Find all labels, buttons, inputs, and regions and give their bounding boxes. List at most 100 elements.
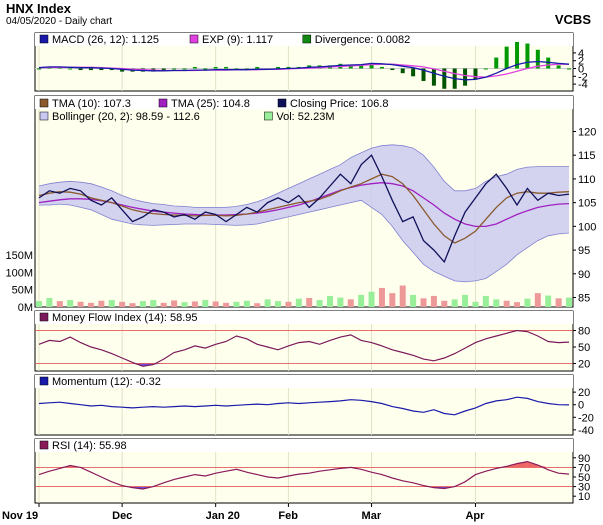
divergence-bar <box>515 41 520 69</box>
divergence-bar <box>203 68 208 70</box>
volume-bar <box>316 300 323 307</box>
volume-bar <box>87 302 94 307</box>
volume-bar <box>306 297 313 307</box>
volume-tick-label: 0M <box>18 302 33 314</box>
divergence-bar <box>525 43 530 69</box>
divergence-bar <box>234 68 239 70</box>
volume-bar <box>378 287 385 307</box>
legend-strip <box>35 311 573 324</box>
divergence-bar <box>68 68 73 70</box>
volume-bar <box>171 300 178 307</box>
divergence-bar <box>390 68 395 71</box>
divergence-bar <box>400 68 405 74</box>
volume-bar <box>139 301 146 307</box>
panel-4 <box>34 438 574 504</box>
y-tick-label: -20 <box>578 412 594 424</box>
y-tick-label: 100 <box>578 221 596 233</box>
divergence-bar <box>88 68 93 71</box>
volume-bar <box>493 299 500 307</box>
source-label: VCBS <box>554 12 591 27</box>
volume-bar <box>462 294 469 307</box>
volume-bar <box>212 301 219 307</box>
y-tick-label: 10 <box>578 491 590 503</box>
price-legend-swatch <box>158 98 168 108</box>
volume-bar <box>243 300 250 307</box>
y-tick-label: 90 <box>578 269 590 281</box>
y-tick-label: 95 <box>578 245 590 257</box>
money-flow-line <box>38 329 570 367</box>
volume-bar <box>326 295 333 307</box>
volume-bar <box>337 297 344 307</box>
x-tick-label: Feb <box>278 510 298 522</box>
divergence-bar <box>411 68 416 77</box>
volume-bar <box>285 301 292 307</box>
panel-0 <box>34 32 574 92</box>
y-tick-label: 120 <box>578 126 596 138</box>
volume-bar <box>389 293 396 307</box>
divergence-bar <box>535 49 540 69</box>
bollinger-upper <box>38 144 569 208</box>
divergence-bar <box>348 65 353 69</box>
divergence-bar <box>421 68 426 81</box>
momentum-line <box>38 396 570 416</box>
volume-bar <box>150 300 157 307</box>
divergence-bar <box>161 68 166 71</box>
divergence-bar <box>359 65 364 69</box>
legend-strip <box>35 96 573 109</box>
macd-legend-swatch <box>302 34 312 44</box>
divergence-bar <box>567 68 571 70</box>
y-tick-label: 85 <box>578 293 590 305</box>
price-legend-label: Bollinger (20, 2): 98.59 - 112.6 <box>52 111 200 123</box>
volume-bar <box>514 302 521 307</box>
divergence-bar <box>546 57 551 69</box>
volume-bar <box>46 297 53 307</box>
volume-bar <box>503 300 510 307</box>
y-tick-label: 0 <box>578 400 584 412</box>
divergence-bar <box>99 68 104 71</box>
volume-bar <box>420 298 427 307</box>
volume-bar <box>36 301 42 307</box>
y-tick-label: 30 <box>578 482 590 494</box>
rsi-legend-label: RSI (14): 55.98 <box>52 440 127 452</box>
y-tick-label: 0 <box>578 64 584 76</box>
chart-date: 04/05/2020 - Daily chart <box>6 16 113 27</box>
bollinger-lower <box>39 199 570 283</box>
x-tick-label: Jan 20 <box>206 510 240 522</box>
y-tick-label: -2 <box>578 71 588 83</box>
macd-legend-label: MACD (26, 12): 1.125 <box>52 34 159 46</box>
volume-bar <box>119 301 126 307</box>
divergence-bar <box>494 57 499 69</box>
volume-bar <box>358 294 365 307</box>
chart-title: HNX Index <box>6 1 72 16</box>
volume-bar <box>98 300 105 307</box>
y-tick-label: 4 <box>578 48 584 60</box>
divergence-bar <box>213 66 218 69</box>
rsi-line <box>38 460 570 490</box>
divergence-bar <box>224 66 229 69</box>
y-tick-label: 105 <box>578 198 596 210</box>
y-tick-label: 50 <box>578 342 590 354</box>
divergence-bar <box>504 46 509 69</box>
volume-bar <box>264 299 271 307</box>
divergence-bar <box>463 68 468 86</box>
volume-bar <box>430 295 437 307</box>
y-tick-label: 20 <box>578 359 590 371</box>
volume-bar <box>399 285 406 307</box>
legend-strip <box>35 439 573 452</box>
volume-bar <box>77 301 84 307</box>
price-legend-label: Vol: 52.23M <box>276 111 334 123</box>
x-tick-label: Mar <box>362 510 382 522</box>
volume-bar <box>524 298 531 307</box>
macd-legend-swatch <box>189 34 199 44</box>
divergence-bar <box>369 63 374 69</box>
divergence-bar <box>120 68 125 72</box>
volume-bar <box>368 291 375 307</box>
volume-bar <box>410 294 417 307</box>
macd-line <box>38 60 570 81</box>
mfi-legend-label: Money Flow Index (14): 58.95 <box>52 312 198 324</box>
price-legend-swatch <box>264 111 273 121</box>
tma25-line <box>38 182 570 228</box>
divergence-bar <box>192 66 197 69</box>
divergence-bar <box>255 66 260 69</box>
divergence-bar <box>172 68 177 70</box>
